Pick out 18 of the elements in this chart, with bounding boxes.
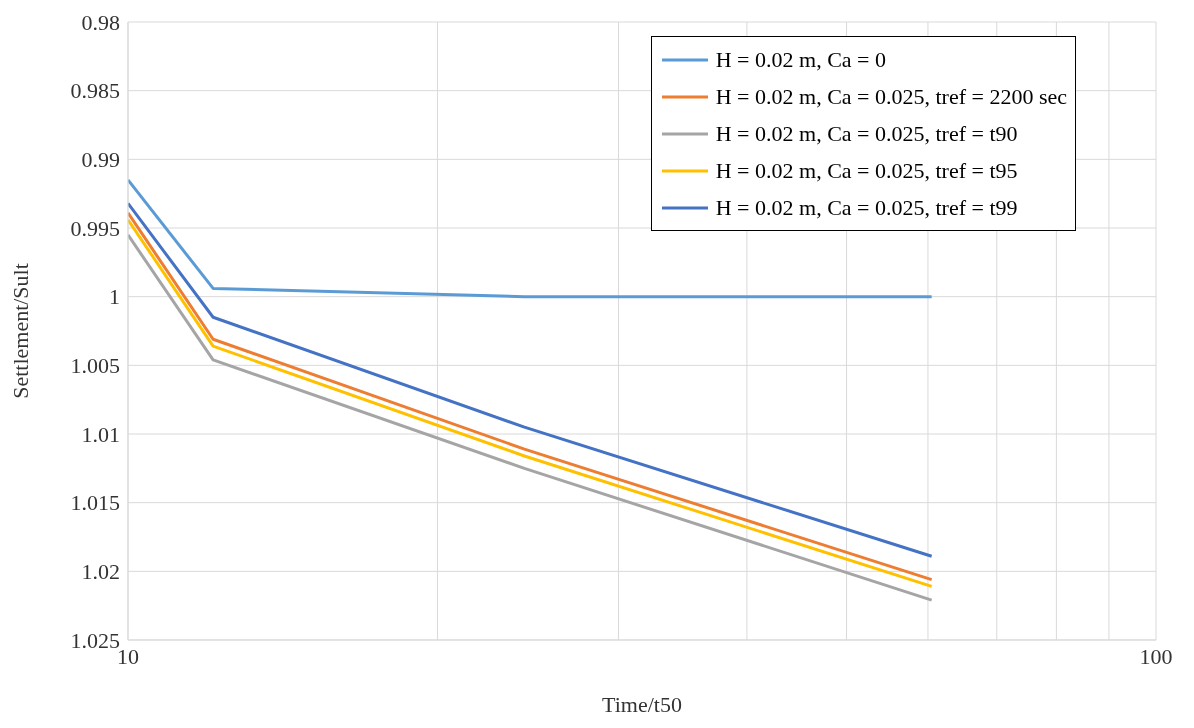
y-tick-label: 1.005 [70, 353, 120, 379]
y-tick-label: 1.02 [81, 559, 120, 585]
legend-label: H = 0.02 m, Ca = 0.025, tref = 2200 sec [715, 83, 1067, 110]
y-tick-label: 0.985 [70, 78, 120, 104]
y-tick-label: 0.995 [70, 215, 120, 241]
legend-label: H = 0.02 m, Ca = 0.025, tref = t99 [715, 194, 1018, 221]
y-tick-label: 0.99 [81, 147, 120, 173]
y-axis-title: Settlement/Sult [7, 263, 33, 399]
x-tick-label: 100 [1139, 643, 1173, 669]
legend-label: H = 0.02 m, Ca = 0.025, tref = t95 [715, 157, 1018, 184]
y-tick-label: 1.015 [70, 490, 120, 516]
y-tick-label: 1 [109, 284, 120, 310]
y-tick-label: 1.025 [70, 627, 120, 653]
y-tick-label: 1.01 [81, 421, 120, 447]
x-axis-title: Time/t50 [602, 692, 682, 717]
legend-label: H = 0.02 m, Ca = 0 [715, 46, 886, 73]
legend-label: H = 0.02 m, Ca = 0.025, tref = t90 [715, 120, 1018, 147]
y-tick-label: 0.98 [81, 9, 120, 35]
